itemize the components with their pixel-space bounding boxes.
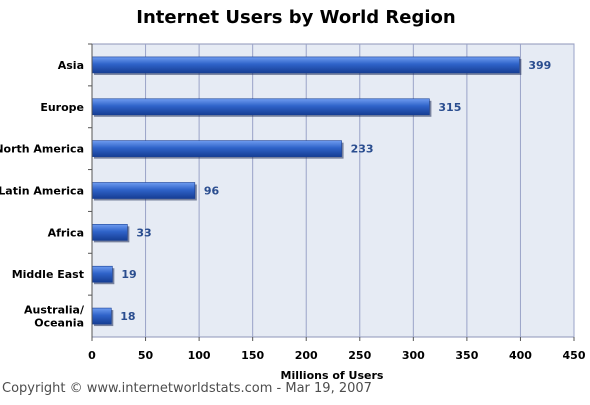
bar (91, 265, 113, 283)
data-label: 18 (120, 310, 135, 323)
category-label: Europe (40, 101, 84, 114)
x-tick-label: 0 (88, 349, 96, 362)
x-tick-label: 250 (348, 349, 371, 362)
x-axis-title: Millions of Users (281, 369, 384, 382)
category-label: North America (0, 143, 84, 156)
category-label: Africa (48, 226, 84, 239)
bar (91, 307, 112, 325)
data-label: 233 (351, 143, 374, 156)
x-tick-label: 200 (295, 349, 318, 362)
x-tick-label: 400 (509, 349, 532, 362)
category-label: Asia (58, 59, 84, 72)
category-label: Latin America (0, 185, 84, 198)
bar (91, 140, 342, 157)
category-label: Middle East (12, 268, 84, 281)
x-tick-label: 450 (563, 349, 586, 362)
chart-title: Internet Users by World Region (136, 7, 455, 28)
x-tick-label: 300 (402, 349, 425, 362)
bar (91, 56, 520, 74)
data-label: 33 (136, 226, 151, 239)
data-label: 96 (204, 185, 220, 198)
bar (91, 224, 128, 241)
x-tick-label: 150 (241, 349, 264, 362)
bar (91, 98, 430, 116)
x-tick-label: 50 (138, 349, 154, 362)
data-label: 19 (121, 268, 136, 281)
category-label: Oceania (34, 317, 84, 330)
bar (91, 182, 196, 199)
data-label: 315 (438, 101, 461, 114)
x-tick-label: 350 (455, 349, 478, 362)
data-label: 399 (528, 59, 551, 72)
copyright-text: Copyright © www.internetworldstats.com -… (2, 381, 372, 396)
category-label: Australia/ (24, 304, 85, 317)
x-tick-label: 100 (188, 349, 211, 362)
